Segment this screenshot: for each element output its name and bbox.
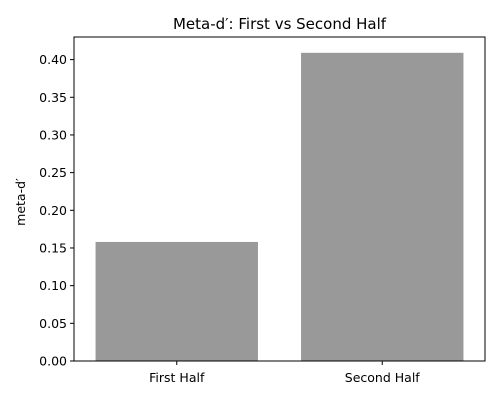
x-tick-label: First Half — [149, 370, 205, 385]
y-tick-label: 0.00 — [39, 354, 67, 369]
y-tick-label: 0.40 — [39, 52, 67, 67]
axes-layer: First Half Second Half 0.00 0.05 0.10 0.15 0.2… — [39, 36, 486, 385]
x-tick-label: Second Half — [345, 370, 421, 385]
chart-title: Meta-d′: First vs Second Half — [173, 15, 387, 33]
bars-layer — [95, 52, 464, 362]
y-tick-label: 0.25 — [39, 165, 67, 180]
y-tick-label: 0.35 — [39, 90, 67, 105]
y-tick-label: 0.20 — [39, 203, 67, 218]
plot-frame — [73, 36, 486, 362]
bar-second-half — [301, 52, 464, 362]
y-tick-label: 0.05 — [39, 316, 67, 331]
y-tick-label: 0.10 — [39, 278, 67, 293]
y-axis-label: meta-d′ — [13, 178, 28, 226]
bar-first-half — [95, 241, 258, 361]
y-tick-label: 0.15 — [39, 240, 67, 255]
y-tick-label: 0.30 — [39, 127, 67, 142]
